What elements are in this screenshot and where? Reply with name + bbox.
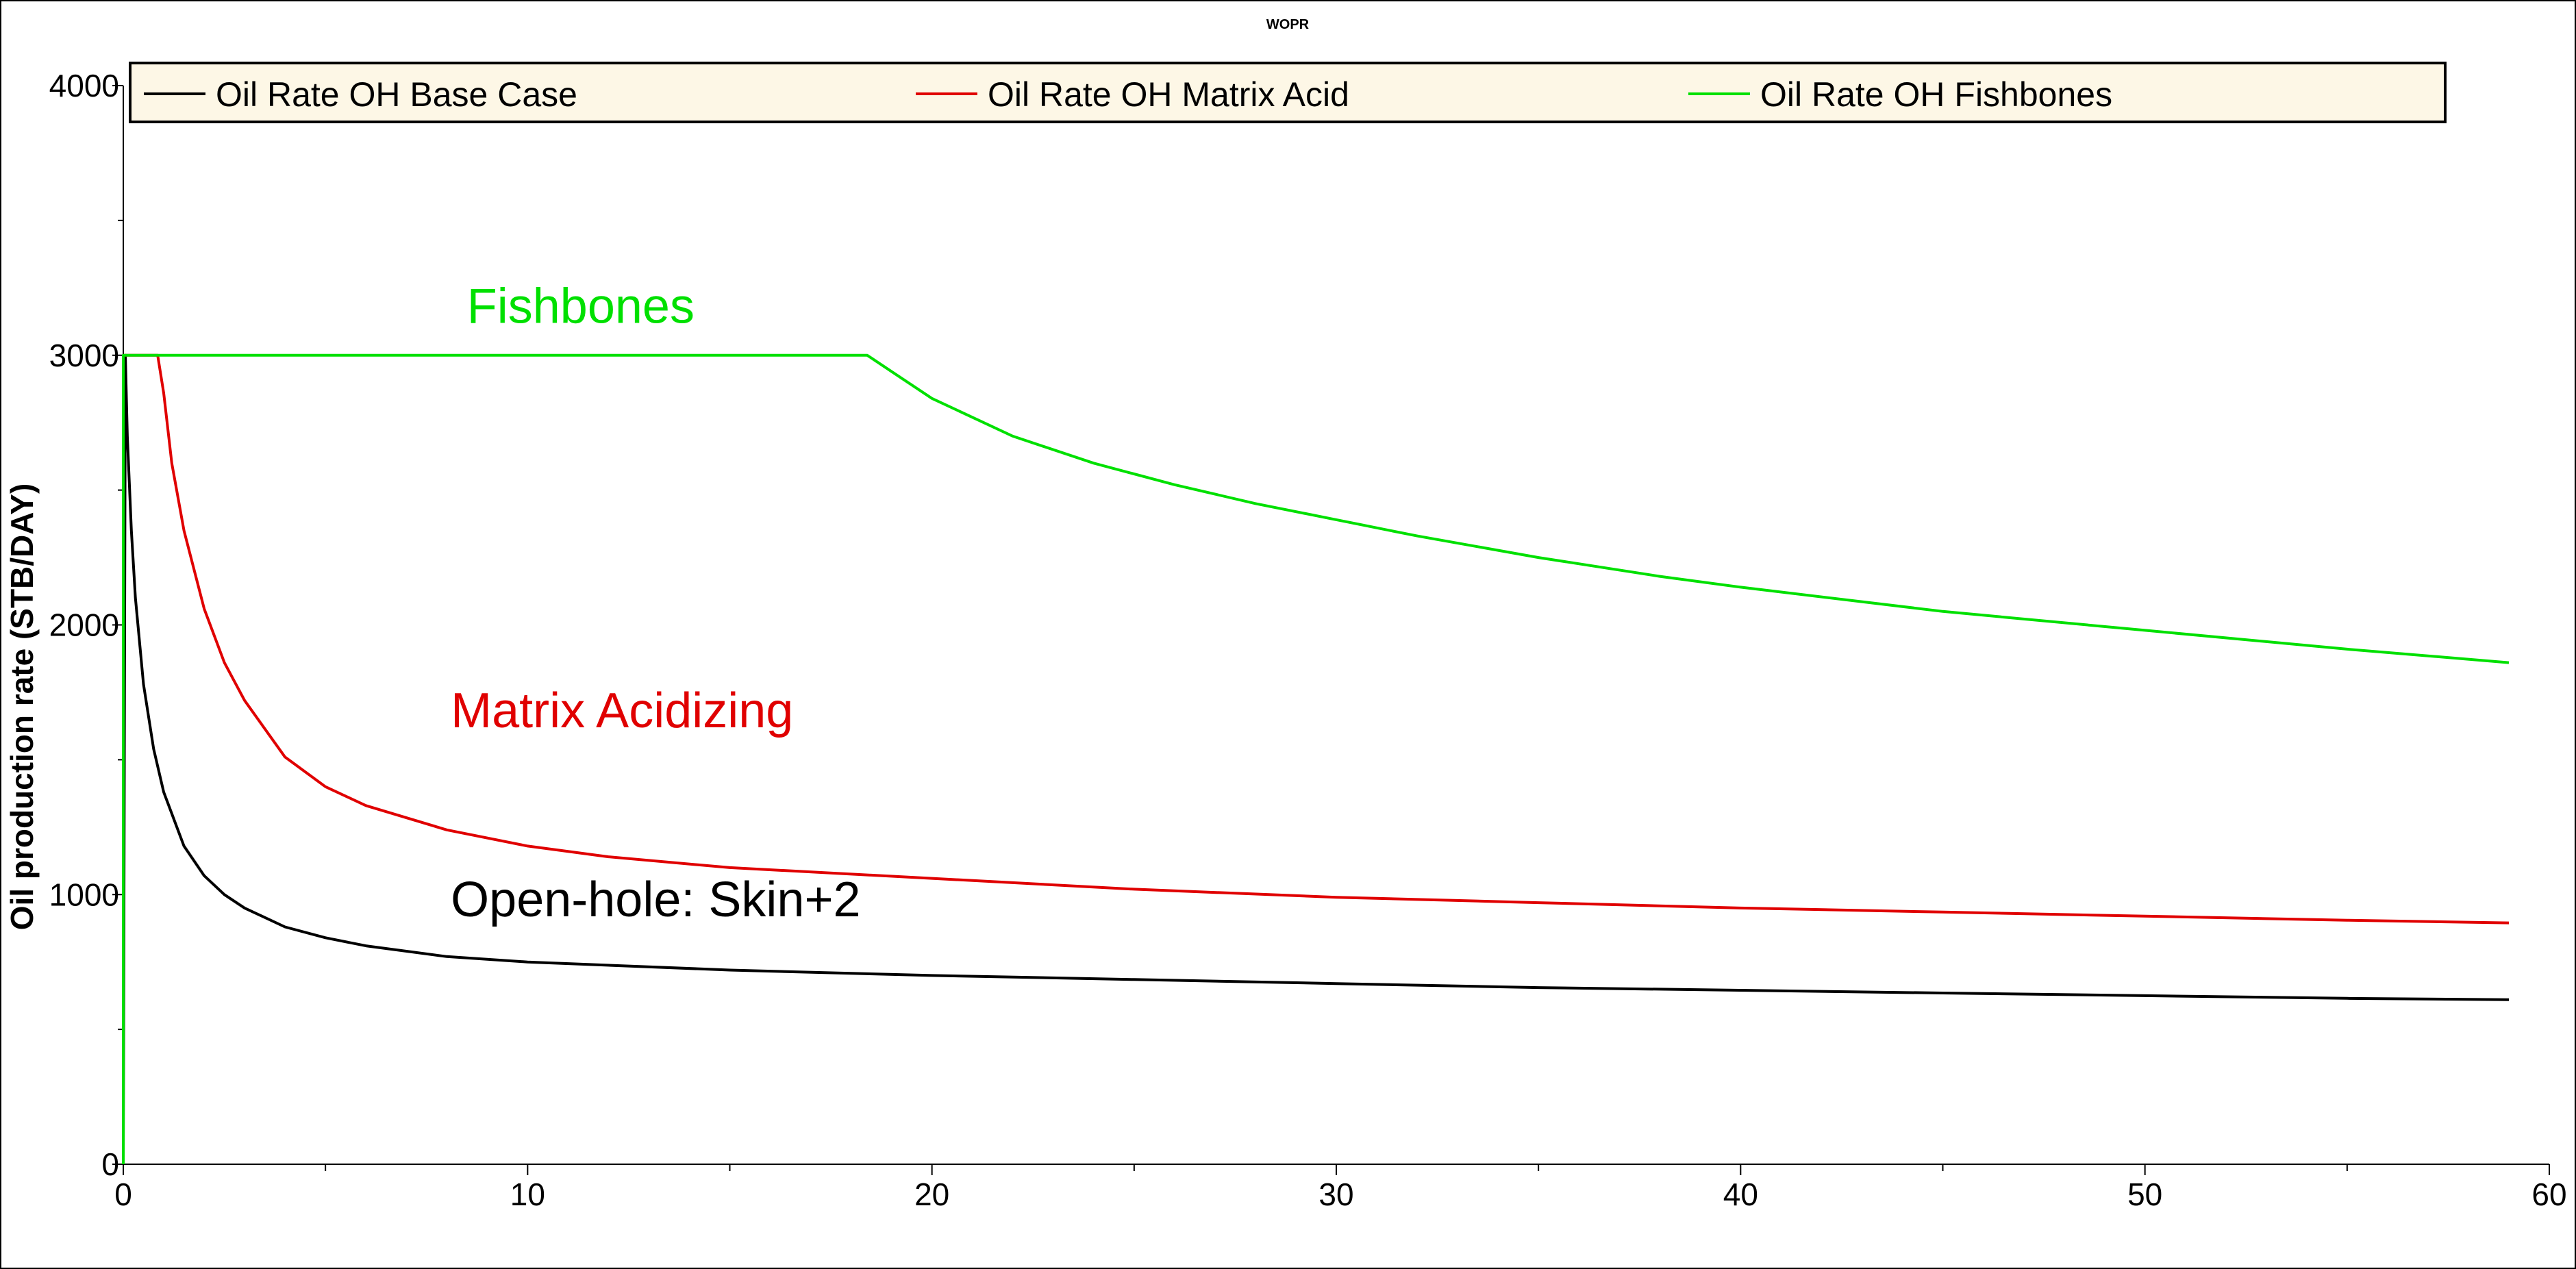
legend-label: Oil Rate OH Fishbones [1760,75,2112,114]
annotations-layer: Fishbones Matrix Acidizing Open-hole: Skin… [451,279,860,927]
x-tick-label: 0 [114,1177,132,1212]
annotation-label-2: Matrix Acidizing [451,683,793,738]
legend-box [129,62,2447,123]
legend-label: Oil Rate OH Matrix Acid [988,75,1349,114]
x-tick-label: 60 [2531,1177,2566,1212]
legend: Oil Rate OH Base Case Oil Rate OH Matrix … [129,62,2447,123]
legend-label: Oil Rate OH Base Case [216,75,577,114]
series-line-3 [122,353,2510,1164]
y-tick-label: 3000 [49,338,119,373]
y-tick-label: 2000 [49,607,119,643]
y-axis: 0 1000 2000 3000 4000 [49,68,124,1182]
y-tick-label: 0 [101,1146,119,1182]
series-line-2 [123,353,2510,925]
chart-title: WOPR [1266,17,1310,32]
annotation-label-1: Fishbones [467,279,695,334]
y-axis-label: Oil production rate (STB/DAY) [4,483,40,931]
series-line-1 [122,353,2510,1165]
x-tick-label: 20 [914,1177,949,1212]
x-tick-label: 50 [2127,1177,2162,1212]
x-tick-label: 10 [510,1177,545,1212]
annotation-label-3: Open-hole: Skin+2 [451,872,860,927]
x-axis: 0 10 20 30 40 50 60 [114,1164,2567,1212]
y-tick-label: 1000 [49,877,119,912]
series-layer [122,353,2510,1165]
x-tick-label: 30 [1318,1177,1353,1212]
y-tick-label: 4000 [49,68,119,103]
x-tick-label: 40 [1723,1177,1758,1212]
